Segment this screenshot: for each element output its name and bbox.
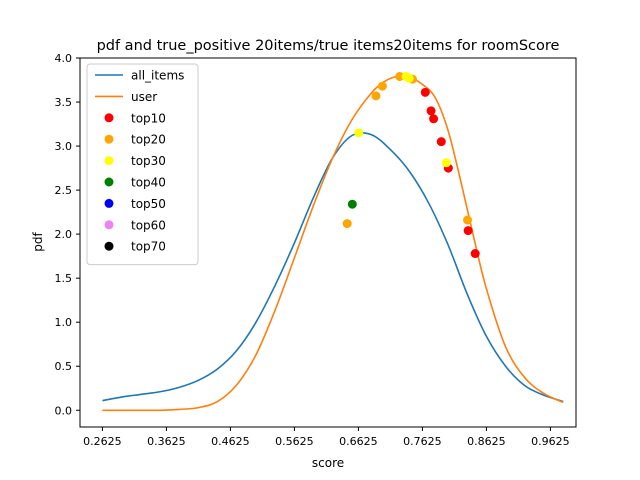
x-axis-label: score — [312, 456, 344, 470]
x-tick-label: 0.4625 — [211, 435, 250, 448]
series-line-user — [102, 75, 564, 412]
legend-label-top50: top50 — [131, 197, 166, 211]
scatter-point-top10 — [426, 106, 436, 116]
y-tick-label: 0.0 — [55, 404, 73, 417]
legend-swatch-top30 — [104, 156, 114, 166]
legend-swatch-top10 — [104, 113, 114, 123]
x-tick-label: 0.8625 — [467, 435, 506, 448]
y-axis-ticks: 0.0 0.5 1.0 1.5 2.0 2.5 3.0 3.5 4.0 — [55, 52, 80, 417]
axes-frame — [79, 57, 577, 428]
x-tick-label: 0.7625 — [403, 435, 442, 448]
x-tick-label: 0.6625 — [339, 435, 378, 448]
scatter-point-top20 — [463, 215, 473, 225]
legend-label-top40: top40 — [131, 176, 166, 190]
legend-label-top20: top20 — [131, 133, 166, 147]
x-tick-label: 0.2625 — [83, 435, 122, 448]
legend-swatch-top70 — [104, 241, 114, 251]
scatter-point-top20 — [342, 219, 352, 229]
scatter-point-top10 — [470, 249, 480, 259]
scatter-point-top40 — [347, 199, 357, 209]
legend-label-top30: top30 — [131, 154, 166, 168]
scatter-point-top30 — [404, 73, 414, 83]
scatter-point-top10 — [463, 226, 473, 236]
legend-label-top60: top60 — [131, 218, 166, 232]
x-tick-label: 0.9625 — [531, 435, 570, 448]
scatter-point-top30 — [441, 158, 451, 168]
legend-label-top70: top70 — [131, 240, 166, 254]
legend-swatch-top60 — [104, 220, 114, 230]
scatter-point-top10 — [436, 137, 446, 147]
x-tick-label: 0.3625 — [147, 435, 186, 448]
legend-swatch-top20 — [104, 134, 114, 144]
y-tick-label: 1.5 — [55, 272, 73, 285]
scatter-point-top10 — [429, 114, 439, 124]
y-tick-label: 2.0 — [55, 228, 73, 241]
chart-title: pdf and true_positive 20items/true items… — [97, 38, 560, 54]
scatter-point-top20 — [377, 81, 387, 91]
y-tick-label: 3.5 — [55, 96, 73, 109]
y-tick-label: 4.0 — [55, 52, 73, 65]
legend-label-top10: top10 — [131, 111, 166, 125]
legend-label-user: user — [131, 90, 157, 104]
x-tick-label: 0.5625 — [275, 435, 314, 448]
scatter-point-top20 — [371, 91, 381, 101]
scatter-point-top10 — [420, 87, 430, 97]
y-axis-label: pdf — [31, 232, 45, 252]
legend-swatch-top40 — [104, 177, 114, 187]
plot-area — [102, 71, 564, 412]
y-tick-label: 1.0 — [55, 316, 73, 329]
legend-label-all-items: all_items — [131, 69, 184, 83]
x-axis-ticks: 0.2625 0.3625 0.4625 0.5625 0.6625 0.7625 0.86… — [83, 427, 570, 448]
scatter-point-top30 — [354, 128, 364, 138]
y-tick-label: 2.5 — [55, 184, 73, 197]
y-tick-label: 0.5 — [55, 360, 73, 373]
legend-swatch-top50 — [104, 198, 114, 208]
legend-box — [86, 63, 199, 266]
y-tick-label: 3.0 — [55, 140, 73, 153]
scatter-point-top20 — [395, 71, 405, 81]
